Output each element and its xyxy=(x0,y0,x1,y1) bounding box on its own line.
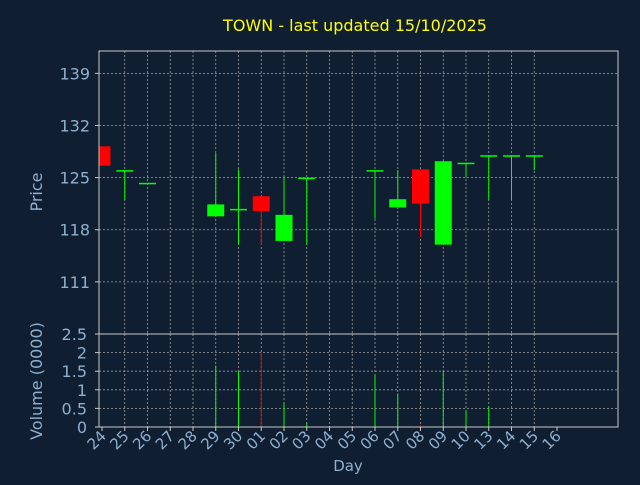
candle-body xyxy=(230,208,247,211)
candle-26 xyxy=(139,182,156,185)
volume-panel-frame xyxy=(98,333,619,428)
x-tick-label: 16 xyxy=(539,427,565,453)
candle-29 xyxy=(207,153,225,217)
price-axis-label: Price xyxy=(27,172,46,211)
volume-grid xyxy=(99,334,618,427)
candle-13 xyxy=(480,155,498,200)
candle-08 xyxy=(412,169,429,238)
candle-body xyxy=(252,196,270,212)
volume-y-tick-label: 0.5 xyxy=(62,399,87,418)
volume-axis-label: Volume (0000) xyxy=(27,322,46,440)
price-y-tick-label: 111 xyxy=(59,273,90,292)
volume-y-ticks: 00.511.522.5 xyxy=(62,325,99,437)
candle-body xyxy=(434,161,452,245)
x-ticks: 2425262728293001020304050607080910131415… xyxy=(84,427,565,453)
candle-14 xyxy=(503,155,520,200)
candle-series xyxy=(99,146,543,245)
candle-09 xyxy=(434,161,452,245)
candle-body xyxy=(480,155,498,157)
candle-body xyxy=(207,204,225,217)
candle-30 xyxy=(230,169,247,245)
candle-body xyxy=(503,155,520,157)
candle-24 xyxy=(99,146,111,166)
candle-body xyxy=(275,214,293,241)
candle-15 xyxy=(525,155,543,171)
candle-body xyxy=(457,162,475,165)
volume-y-tick-label: 2.5 xyxy=(62,325,87,344)
candle-06 xyxy=(366,170,384,219)
candle-03 xyxy=(298,177,316,245)
x-axis-label: Day xyxy=(333,457,363,475)
price-panel-frame xyxy=(98,50,619,335)
price-y-tick-label: 118 xyxy=(59,221,90,240)
price-y-tick-label: 132 xyxy=(59,116,90,135)
chart-title: TOWN - last updated 15/10/2025 xyxy=(222,16,487,35)
candle-01 xyxy=(252,196,270,245)
candle-body xyxy=(99,146,111,166)
candle-body xyxy=(525,155,543,157)
price-grid xyxy=(99,51,618,334)
price-y-tick-label: 125 xyxy=(59,169,90,188)
volume-y-tick-label: 1.5 xyxy=(62,362,87,381)
candle-body xyxy=(389,199,407,208)
candle-body xyxy=(412,169,429,204)
candle-10 xyxy=(457,162,475,178)
price-y-tick-label: 139 xyxy=(59,64,90,83)
candle-body xyxy=(366,170,384,172)
candle-body xyxy=(116,170,134,172)
candle-02 xyxy=(275,177,293,241)
volume-y-tick-label: 0 xyxy=(77,418,87,437)
candle-07 xyxy=(389,170,407,208)
price-y-ticks: 111 118 125 132 139 xyxy=(59,64,99,292)
candle-body xyxy=(139,182,156,185)
volume-y-tick-label: 2 xyxy=(77,344,87,363)
candle-body xyxy=(298,177,316,180)
volume-y-tick-label: 1 xyxy=(77,381,87,400)
candle-25 xyxy=(116,170,134,200)
